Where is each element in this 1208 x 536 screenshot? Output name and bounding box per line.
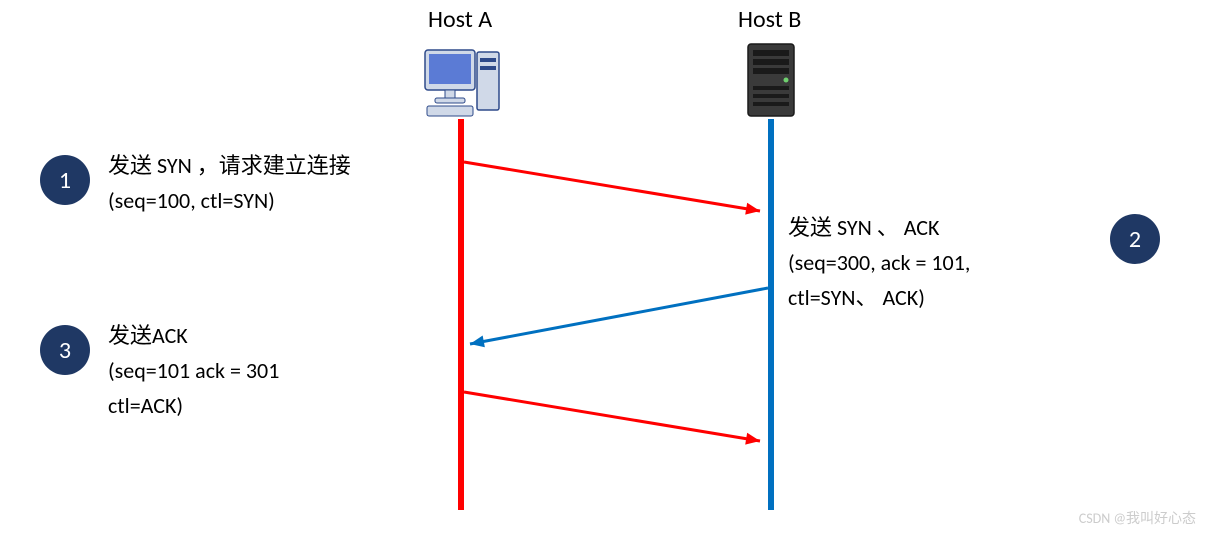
host-a-icon [425, 50, 499, 116]
step-1-badge: 1 [40, 155, 90, 205]
watermark-text: CSDN @我叫好心态 [1079, 508, 1196, 528]
step-1-number: 1 [59, 166, 71, 195]
step-2-text: 发送 SYN 、 ACK (seq=300, ack = 101, ctl=SY… [788, 210, 970, 316]
step-3-text: 发送ACK (seq=101 ack = 301 ctl=ACK) [108, 318, 279, 424]
diagram-svg [0, 0, 1208, 536]
step-3-badge: 3 [40, 325, 90, 375]
arrow-ack [464, 392, 760, 445]
host-b-label: Host B [738, 5, 801, 34]
step-2-number: 2 [1129, 225, 1141, 254]
host-a-label: Host A [428, 5, 492, 34]
step-1-text: 发送 SYN ，请求建立连接 (seq=100, ctl=SYN) [108, 148, 351, 218]
host-b-icon [748, 44, 794, 116]
step-3-number: 3 [59, 336, 71, 365]
arrow-synack [470, 288, 768, 347]
step-2-badge: 2 [1110, 214, 1160, 264]
arrow-syn [464, 162, 760, 215]
